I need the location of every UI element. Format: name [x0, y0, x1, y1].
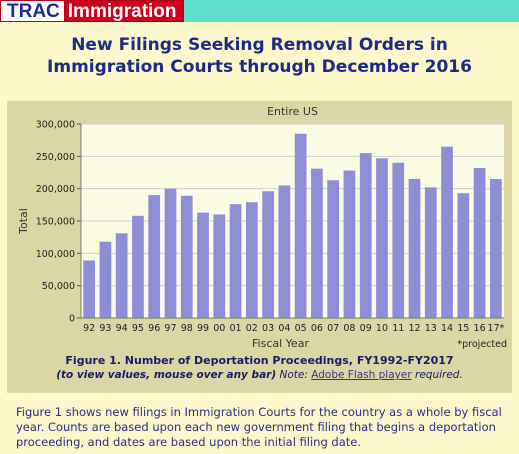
- x-tick-label: 05: [295, 323, 307, 334]
- x-tick-label: 07: [327, 323, 339, 334]
- caption-note-label: Note:: [279, 369, 308, 381]
- bar-chart: Entire US 0 50,000 100,000 150,000 200,000 250…: [17, 105, 507, 350]
- x-tick-label: 14: [441, 323, 453, 334]
- x-tick-label: 94: [116, 323, 128, 334]
- bar[interactable]: [180, 195, 193, 318]
- caption-note-end: required.: [415, 369, 463, 381]
- x-tick-label: 15: [457, 323, 469, 334]
- caption-note: (to view values, mouse over any bar) Not…: [7, 368, 512, 383]
- bar[interactable]: [424, 187, 437, 318]
- x-tick-label: 99: [197, 323, 209, 334]
- x-tick-label: 96: [148, 323, 160, 334]
- y-tick-label: 150,000: [36, 217, 75, 228]
- y-tick-label: 300,000: [36, 120, 75, 131]
- x-tick-label: 17*: [487, 323, 504, 334]
- logo-immigration-text: Immigration: [63, 0, 184, 22]
- y-tick-label: 200,000: [36, 184, 75, 195]
- x-tick-label: 01: [230, 323, 242, 334]
- y-tick-label: 50,000: [42, 281, 75, 292]
- x-tick-label: 09: [360, 323, 372, 334]
- bar[interactable]: [343, 170, 356, 318]
- bar[interactable]: [197, 212, 209, 318]
- bar[interactable]: [457, 193, 470, 318]
- caption-hint: (to view values, mouse over any bar): [56, 369, 277, 381]
- figure-caption: Figure 1. Number of Deportation Proceedi…: [7, 353, 512, 383]
- bar[interactable]: [99, 241, 112, 318]
- bar[interactable]: [213, 214, 226, 318]
- x-tick-label: 16: [474, 323, 486, 334]
- bar[interactable]: [392, 162, 405, 318]
- x-tick-label: 93: [99, 323, 111, 334]
- x-tick-label: 02: [246, 323, 258, 334]
- bar[interactable]: [441, 146, 453, 318]
- caption-title: Figure 1. Number of Deportation Proceedi…: [65, 354, 454, 367]
- bar[interactable]: [294, 133, 307, 318]
- x-tick-label: 10: [376, 323, 388, 334]
- x-tick-label: 97: [164, 323, 176, 334]
- bar[interactable]: [408, 178, 421, 318]
- page-title: New Filings Seeking Removal Orders in Im…: [0, 34, 519, 78]
- bar[interactable]: [164, 188, 177, 318]
- x-tick-label: 12: [408, 323, 420, 334]
- chart-title: Entire US: [267, 105, 318, 118]
- chart-panel: Entire US 0 50,000 100,000 150,000 200,000 250…: [7, 101, 512, 393]
- bar[interactable]: [229, 204, 242, 318]
- bar[interactable]: [278, 185, 291, 318]
- x-axis-label: Fiscal Year: [252, 337, 309, 350]
- page-title-line-1: New Filings Seeking Removal Orders in: [71, 35, 448, 55]
- x-tick-label: 03: [262, 323, 274, 334]
- x-tick-label: 98: [181, 323, 193, 334]
- bar[interactable]: [311, 168, 323, 318]
- bar[interactable]: [327, 180, 340, 318]
- x-tick-label: 95: [132, 323, 144, 334]
- x-tick-label: 11: [392, 323, 404, 334]
- x-tick-label: 06: [311, 323, 323, 334]
- x-tick-label: 08: [343, 323, 355, 334]
- x-tick-label: 04: [278, 323, 290, 334]
- bar[interactable]: [473, 167, 486, 318]
- bar[interactable]: [359, 153, 372, 318]
- projected-footnote: *projected: [457, 339, 507, 350]
- x-tick-label: 13: [425, 323, 437, 334]
- bar[interactable]: [376, 158, 388, 318]
- y-axis-label: Total: [17, 208, 30, 235]
- flash-player-link[interactable]: Adobe Flash player: [311, 369, 412, 381]
- y-tick-label: 250,000: [36, 152, 75, 163]
- y-tick-label: 0: [69, 314, 75, 325]
- bar[interactable]: [148, 195, 161, 318]
- page-title-line-2: Immigration Courts through December 2016: [47, 57, 472, 77]
- bar[interactable]: [490, 178, 502, 318]
- x-tick-label: 00: [213, 323, 225, 334]
- x-tick-label: 92: [83, 323, 95, 334]
- bar[interactable]: [115, 233, 128, 318]
- y-tick-label: 100,000: [36, 249, 75, 260]
- trac-immigration-logo[interactable]: TRAC Immigration: [0, 0, 184, 22]
- bar[interactable]: [245, 202, 258, 318]
- bar[interactable]: [83, 260, 95, 318]
- header-bar: TRAC Immigration: [0, 0, 519, 22]
- bar[interactable]: [132, 215, 144, 318]
- figure-description: Figure 1 shows new filings in Immigratio…: [16, 405, 502, 449]
- logo-trac-text: TRAC: [0, 0, 64, 22]
- bar[interactable]: [262, 191, 274, 318]
